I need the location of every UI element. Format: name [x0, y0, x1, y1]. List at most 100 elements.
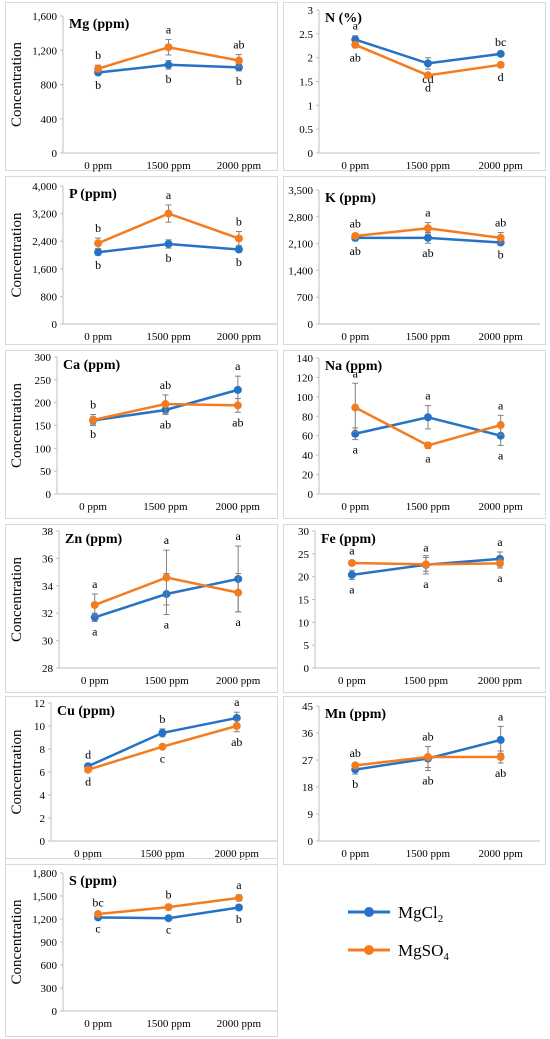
- data-point: [161, 400, 170, 409]
- y-axis-label: Concentration: [9, 557, 25, 642]
- chart-panel: 0 20 40 60 80 100 120 140 0 ppm 1500 ppm 2000 ppm N…: [283, 350, 546, 519]
- x-tick-label: 1500 ppm: [406, 331, 451, 343]
- data-point: [164, 239, 173, 248]
- data-point: [423, 59, 432, 68]
- legend-marker-mgso4: [364, 945, 374, 955]
- data-point: [158, 728, 167, 737]
- data-point: [423, 233, 432, 242]
- x-tick-label: 2000 ppm: [479, 848, 524, 860]
- y-tick-label: 80: [302, 411, 314, 423]
- significance-letter: c: [166, 922, 171, 936]
- significance-letter: a: [498, 448, 504, 462]
- y-tick-label: 150: [35, 421, 52, 433]
- y-tick-label: 20: [298, 572, 310, 584]
- significance-letter: a: [425, 451, 431, 465]
- data-point: [234, 903, 243, 912]
- y-tick-label: 2,800: [288, 212, 313, 224]
- significance-letter: b: [236, 912, 242, 926]
- x-tick-label: 0 ppm: [341, 331, 369, 343]
- series-mgso4: b ab ab: [89, 378, 244, 429]
- y-tick-label: 0: [308, 489, 314, 501]
- data-point: [234, 245, 243, 254]
- significance-letter: b: [166, 887, 172, 901]
- y-tick-label: 9: [308, 809, 314, 821]
- y-tick-label: 0: [40, 836, 46, 848]
- significance-letter: ab: [422, 246, 433, 260]
- significance-letter: ab: [160, 418, 171, 432]
- significance-letter: a: [423, 540, 429, 554]
- chart-panel: 0 2 4 6 8 10 12 0 ppm 1500 ppm 2000 ppm Cu (ppm) Co…: [5, 695, 278, 865]
- y-tick-label: 300: [35, 352, 52, 364]
- series-mgso4: d c ab: [84, 719, 242, 788]
- data-point: [164, 60, 173, 69]
- data-point: [164, 43, 173, 52]
- significance-letter: a: [166, 23, 172, 37]
- y-tick-label: 2: [40, 813, 46, 825]
- series-mgso4: ab a ab: [350, 206, 506, 244]
- y-tick-label: 40: [302, 450, 314, 462]
- y-tick-label: 6: [40, 767, 46, 779]
- y-tick-label: 3,200: [32, 209, 57, 221]
- y-tick-label: 10: [34, 721, 46, 733]
- y-tick-label: 0: [46, 489, 52, 501]
- data-point: [164, 914, 173, 923]
- significance-letter: ab: [495, 766, 506, 780]
- chart-title: Mg (ppm): [69, 17, 130, 32]
- x-tick-label: 2000 ppm: [216, 675, 261, 687]
- x-tick-label: 0 ppm: [84, 160, 112, 172]
- data-point: [423, 413, 432, 422]
- y-tick-label: 800: [41, 80, 58, 92]
- significance-letter: b: [95, 78, 101, 92]
- chart-title: Mn (ppm): [325, 707, 386, 722]
- chart-title: S (ppm): [69, 874, 117, 889]
- x-tick-label: 1500 ppm: [406, 501, 451, 513]
- y-tick-label: 4,000: [32, 181, 57, 193]
- significance-letter: a: [349, 582, 355, 596]
- panel-border: [283, 524, 546, 693]
- significance-letter: ab: [350, 244, 361, 258]
- significance-letter: ab: [231, 735, 242, 749]
- y-tick-label: 0: [308, 319, 314, 331]
- significance-letter: a: [92, 624, 98, 638]
- significance-letter: ab: [350, 217, 361, 231]
- y-tick-label: 120: [297, 372, 314, 384]
- y-tick-label: 100: [35, 443, 52, 455]
- data-point: [234, 234, 243, 243]
- y-tick-label: 5: [304, 640, 310, 652]
- data-point: [158, 742, 167, 751]
- significance-letter: b: [236, 215, 242, 229]
- panel-border: [5, 524, 278, 693]
- x-tick-label: 1500 ppm: [404, 675, 449, 687]
- x-tick-label: 0 ppm: [74, 848, 102, 860]
- x-tick-label: 2000 ppm: [217, 160, 262, 172]
- significance-letter: a: [498, 709, 504, 723]
- data-point: [496, 60, 505, 69]
- x-tick-label: 1500 ppm: [140, 848, 185, 860]
- y-tick-label: 1,600: [32, 264, 57, 276]
- y-tick-label: 600: [41, 960, 58, 972]
- series-mgso4: b a ab: [94, 23, 245, 73]
- significance-letter: ab: [232, 415, 243, 429]
- x-tick-label: 2000 ppm: [478, 675, 523, 687]
- y-tick-label: 36: [42, 553, 54, 565]
- y-axis-label: Concentration: [9, 212, 25, 297]
- panel-border: [283, 696, 546, 865]
- significance-letter: a: [497, 535, 503, 549]
- data-point: [233, 385, 242, 394]
- significance-letter: a: [349, 544, 355, 558]
- data-point: [164, 903, 173, 912]
- panel-border: [5, 176, 278, 345]
- y-tick-label: 10: [298, 617, 310, 629]
- significance-letter: d: [425, 81, 431, 95]
- significance-letter: c: [160, 751, 165, 765]
- y-tick-label: 0: [304, 663, 310, 675]
- legend-label-mgso4: MgSO4: [398, 941, 449, 963]
- data-point: [94, 239, 103, 248]
- data-point: [495, 559, 504, 568]
- data-point: [347, 570, 356, 579]
- x-tick-label: 2000 ppm: [479, 331, 524, 343]
- y-tick-label: 30: [298, 526, 310, 538]
- significance-letter: d: [498, 70, 504, 84]
- y-tick-label: 0.5: [299, 124, 313, 136]
